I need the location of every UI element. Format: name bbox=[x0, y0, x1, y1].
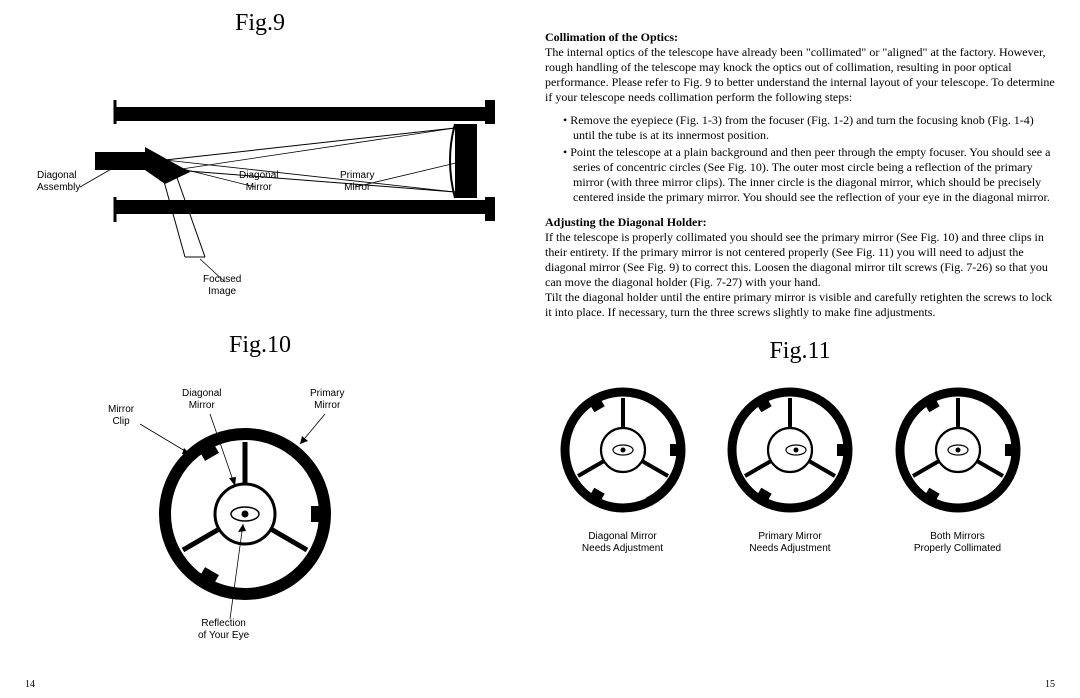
label-mirror-clip: MirrorClip bbox=[108, 404, 134, 428]
section1-title: Collimation of the Optics: bbox=[545, 30, 678, 44]
label-diagonal-mirror-10: DiagonalMirror bbox=[182, 388, 221, 412]
fig11-item-1: Diagonal MirrorNeeds Adjustment bbox=[545, 380, 700, 555]
bullet-1: Remove the eyepiece (Fig. 1-3) from the … bbox=[573, 113, 1055, 143]
label-primary-mirror: PrimaryMirror bbox=[340, 170, 374, 194]
left-page: Fig.9 bbox=[0, 0, 520, 698]
page-number-left: 14 bbox=[25, 679, 35, 690]
label-diagonal-assembly: DiagonalAssembly bbox=[37, 170, 80, 194]
fig9-diagram: DiagonalAssembly DiagonalMirror PrimaryM… bbox=[25, 52, 495, 302]
fig11-label-2: Primary MirrorNeeds Adjustment bbox=[713, 531, 868, 555]
label-focused-image: FocusedImage bbox=[203, 274, 241, 298]
fig9-title: Fig.9 bbox=[20, 10, 500, 37]
page: Fig.9 bbox=[0, 0, 1080, 698]
fig11-item-2: Primary MirrorNeeds Adjustment bbox=[713, 380, 868, 555]
fig11-title: Fig.11 bbox=[545, 338, 1055, 365]
fig11-label-1: Diagonal MirrorNeeds Adjustment bbox=[545, 531, 700, 555]
section2-body: If the telescope is properly collimated … bbox=[545, 230, 1052, 319]
fig10-title: Fig.10 bbox=[20, 332, 500, 359]
fig11-label-3: Both MirrorsProperly Collimated bbox=[880, 531, 1035, 555]
section2-title: Adjusting the Diagonal Holder: bbox=[545, 215, 707, 229]
fig11-row: Diagonal MirrorNeeds Adjustment bbox=[545, 380, 1035, 555]
bullet-2: Point the telescope at a plain backgroun… bbox=[573, 145, 1055, 205]
section1-body: The internal optics of the telescope hav… bbox=[545, 45, 1055, 104]
fig10-diagram: MirrorClip DiagonalMirror PrimaryMirror … bbox=[20, 374, 490, 674]
page-number-right: 15 bbox=[1045, 679, 1055, 690]
bullet-list: Remove the eyepiece (Fig. 1-3) from the … bbox=[545, 113, 1055, 205]
label-diagonal-mirror: DiagonalMirror bbox=[239, 170, 278, 194]
right-page: Collimation of the Optics: The internal … bbox=[520, 0, 1080, 698]
label-reflection: Reflectionof Your Eye bbox=[198, 618, 249, 642]
label-primary-mirror-10: PrimaryMirror bbox=[310, 388, 344, 412]
fig11-item-3: Both MirrorsProperly Collimated bbox=[880, 380, 1035, 555]
